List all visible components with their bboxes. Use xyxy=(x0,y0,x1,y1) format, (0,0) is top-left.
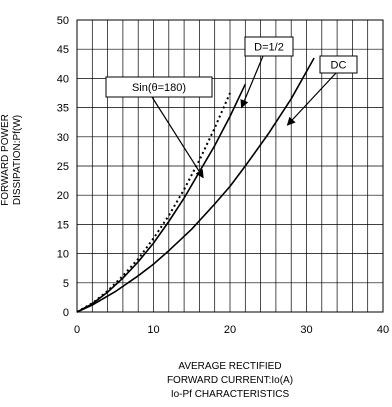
y-tick-label: 40 xyxy=(57,73,69,85)
y-tick-label: 35 xyxy=(57,103,69,115)
y-tick-label: 20 xyxy=(57,190,69,202)
x-tick-label: 20 xyxy=(224,324,236,336)
annotation-label: Sin(θ=180) xyxy=(132,82,186,94)
grid-layer xyxy=(77,20,383,312)
annotation-arrow xyxy=(240,55,264,109)
annotation-box xyxy=(319,55,358,74)
y-tick-label: 10 xyxy=(57,249,69,261)
tick-layer: 0 5 10 15 20 25 30 35 40 45 50 0 10 20 30 40 xyxy=(57,15,389,336)
y-tick-label: 30 xyxy=(57,132,69,144)
annotation-arrow xyxy=(286,72,337,126)
series-line-dc xyxy=(76,57,315,313)
series-line-d-1-2 xyxy=(76,83,247,313)
y-tick-label: 15 xyxy=(57,219,69,231)
annotation-box xyxy=(244,36,294,57)
y-tick-label: 50 xyxy=(57,15,69,27)
y-axis-label-line-1: FORWARD POWER xyxy=(0,114,11,206)
annotation-arrow xyxy=(151,96,204,179)
plot-frame xyxy=(76,19,384,313)
chart-title: Io-Pf CHARACTERISTICS xyxy=(171,389,290,400)
series-layer xyxy=(76,57,315,313)
y-tick-label: 45 xyxy=(57,44,69,56)
x-tick-label: 10 xyxy=(147,324,159,336)
annotation-label: DC xyxy=(331,60,347,72)
series-line-sin-180 xyxy=(76,92,231,313)
x-tick-label: 40 xyxy=(377,324,389,336)
x-axis-label-line-2: FORWARD CURRENT:Io(A) xyxy=(167,375,293,386)
x-tick-label: 0 xyxy=(74,324,80,336)
annotation-label: D=1/2 xyxy=(254,42,284,54)
y-axis-label-line-2: DISSIPATION:Pf(W) xyxy=(12,115,23,205)
y-tick-label: 25 xyxy=(57,161,69,173)
x-tick-label: 30 xyxy=(300,324,312,336)
annotation-layer: Sin(θ=180) D=1/2 DC xyxy=(105,36,358,179)
x-axis-label-line-1: AVERAGE RECTIFIED xyxy=(178,361,281,372)
annotation-box xyxy=(105,76,213,98)
y-tick-label: 5 xyxy=(63,278,69,290)
y-tick-label: 0 xyxy=(63,307,69,319)
